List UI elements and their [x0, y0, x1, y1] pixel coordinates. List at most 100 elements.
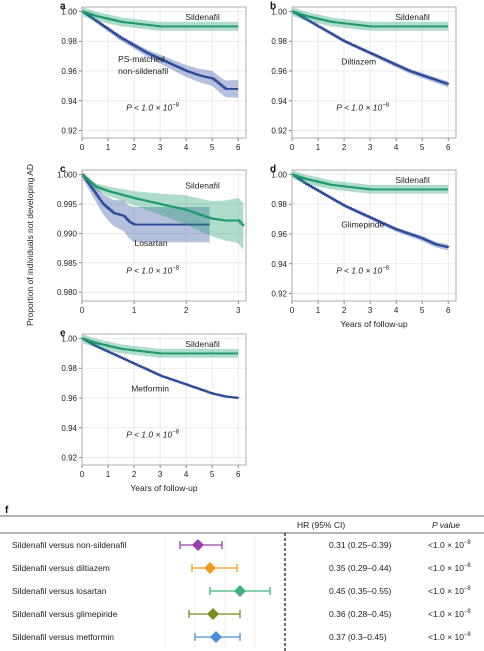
forest-row: Sildenafil versus diltiazem 0.35 (0.29–0.… — [12, 562, 471, 574]
panel-letter: b — [270, 1, 276, 12]
row-label: Sildenafil versus non-sildenafil — [12, 540, 126, 550]
series-label: Sildenafil — [395, 12, 430, 22]
panel-letter: d — [270, 164, 276, 175]
x-tick-label: 3 — [158, 143, 163, 152]
y-tick-label: 0.92 — [271, 127, 287, 136]
p-value-exponent: −8 — [172, 102, 180, 108]
plot-border — [291, 6, 457, 139]
series-label: non-sildenafil — [118, 66, 168, 76]
x-tick-label: 3 — [368, 306, 373, 315]
x-tick-label: 5 — [420, 143, 425, 152]
p-value-text: P < 1.0 × 10 — [126, 429, 172, 439]
y-tick-label: 0.96 — [271, 67, 287, 76]
plot-border — [291, 169, 457, 302]
x-tick-label: 2 — [132, 143, 137, 152]
km-curve-sildenafil — [292, 173, 449, 191]
x-tick-label: 3 — [158, 470, 163, 479]
p-value-exponent: −8 — [382, 102, 390, 108]
p-value-exponent: −8 — [464, 609, 472, 615]
ci-band-sildenafil — [292, 7, 449, 31]
series-label: PS-matched — [118, 54, 165, 64]
km-panel-e: e1.00 0.98 0.96 0.94 0.920 1 2 3 4 5 6 Sildenafil Me… — [60, 328, 247, 493]
x-tick-label: 5 — [420, 306, 425, 315]
hr-diamond — [210, 631, 222, 643]
plot-area — [292, 7, 456, 138]
x-tick-label: 1 — [316, 306, 321, 315]
ci-band-sildenafil — [82, 334, 239, 358]
plot-area — [82, 334, 246, 465]
header-hr: HR (95% CI) — [297, 520, 345, 530]
y-tick-label: 0.92 — [61, 127, 77, 136]
y-tick-label: 0.92 — [61, 454, 77, 463]
y-tick-label: 0.94 — [271, 97, 287, 106]
km-curve-comparator — [82, 173, 210, 226]
x-tick-label: 0 — [80, 143, 85, 152]
p-value-exponent: −8 — [172, 429, 180, 435]
km-panel-d: d1.00 0.98 0.96 0.94 0.920 1 2 3 4 5 6 Sildenafil Gl… — [270, 164, 457, 329]
header-p-value: P value — [432, 520, 460, 530]
y-tick-label: 0.98 — [61, 37, 77, 46]
y-tick-label: 1.00 — [61, 7, 77, 16]
hr-value: 0.45 (0.35–0.55) — [329, 586, 392, 596]
row-label: Sildenafil versus metformin — [12, 632, 114, 642]
y-tick-label: 0.94 — [61, 424, 77, 433]
x-tick-label: 3 — [368, 143, 373, 152]
x-tick-label: 2 — [132, 470, 137, 479]
x-tick-label: 4 — [184, 143, 189, 152]
p-value-cell: <1.0 × 10−8 — [428, 609, 471, 619]
x-tick-label: 5 — [210, 470, 215, 479]
series-label: Diltiazem — [341, 57, 376, 67]
p-value-text: <1.0 × 10 — [428, 609, 464, 619]
p-value-text: P < 1.0 × 10 — [336, 102, 382, 112]
hr-diamond — [234, 585, 246, 597]
row-label: Sildenafil versus glimepiride — [12, 609, 118, 619]
plot-border — [81, 6, 247, 139]
x-tick-label: 4 — [184, 470, 189, 479]
series-label: Losartan — [134, 238, 167, 248]
y-tick-label: 1.000 — [57, 171, 78, 180]
y-tick-label: 1.00 — [271, 170, 287, 179]
km-curve-comparator — [82, 337, 240, 399]
km-panel-a: a1.00 0.98 0.96 0.94 0.920 1 2 3 4 5 6 Sildenafil PS… — [60, 1, 247, 152]
y-tick-label: 0.98 — [61, 364, 77, 373]
p-value-text: <1.0 × 10 — [428, 632, 464, 642]
series-label: Sildenafil — [395, 175, 430, 185]
km-curve-sildenafil — [82, 337, 239, 355]
p-value-label: P < 1.0 × 10−8 — [126, 265, 180, 275]
ci-band-sildenafil — [82, 174, 244, 250]
p-value-cell: <1.0 × 10−8 — [428, 540, 471, 550]
x-tick-label: 3 — [236, 306, 241, 315]
x-axis-label: Years of follow-up — [130, 483, 198, 493]
p-value-exponent: −8 — [172, 265, 180, 271]
y-tick-label: 0.92 — [271, 290, 287, 299]
forest-panel: f HR (95% CI) P value Sildenafil versus non… — [0, 505, 484, 651]
panel-letter: c — [60, 164, 66, 175]
x-tick-label: 6 — [446, 306, 451, 315]
series-label: Glimepiride — [341, 220, 384, 230]
y-tick-label: 0.94 — [271, 260, 287, 269]
km-curve-comparator — [82, 10, 239, 90]
x-tick-label: 1 — [106, 470, 111, 479]
p-value-exponent: −8 — [464, 632, 472, 638]
p-value-label: P < 1.0 × 10−8 — [336, 265, 390, 275]
x-tick-label: 1 — [316, 143, 321, 152]
panel-letter: a — [60, 1, 66, 12]
y-tick-label: 0.96 — [61, 67, 77, 76]
x-tick-label: 1 — [132, 306, 137, 315]
km-panel-b: b1.00 0.98 0.96 0.94 0.920 1 2 3 4 5 6 Sildenafil Di… — [270, 1, 457, 152]
x-tick-label: 2 — [184, 306, 189, 315]
km-curve-sildenafil — [82, 10, 239, 28]
shared-y-axis-label: Proportion of individuals not developing… — [25, 164, 35, 326]
forest-row: Sildenafil versus metformin 0.37 (0.3–0.4… — [12, 631, 471, 643]
panel-letter: f — [5, 505, 9, 516]
y-tick-label: 0.96 — [271, 230, 287, 239]
x-tick-label: 0 — [290, 306, 295, 315]
forest-row: Sildenafil versus glimepiride 0.36 (0.28–… — [12, 608, 471, 620]
p-value-text: P < 1.0 × 10 — [126, 265, 172, 275]
x-tick-label: 0 — [80, 470, 85, 479]
row-label: Sildenafil versus losartan — [12, 586, 107, 596]
y-tick-label: 0.96 — [61, 394, 77, 403]
plot-border — [81, 169, 247, 302]
